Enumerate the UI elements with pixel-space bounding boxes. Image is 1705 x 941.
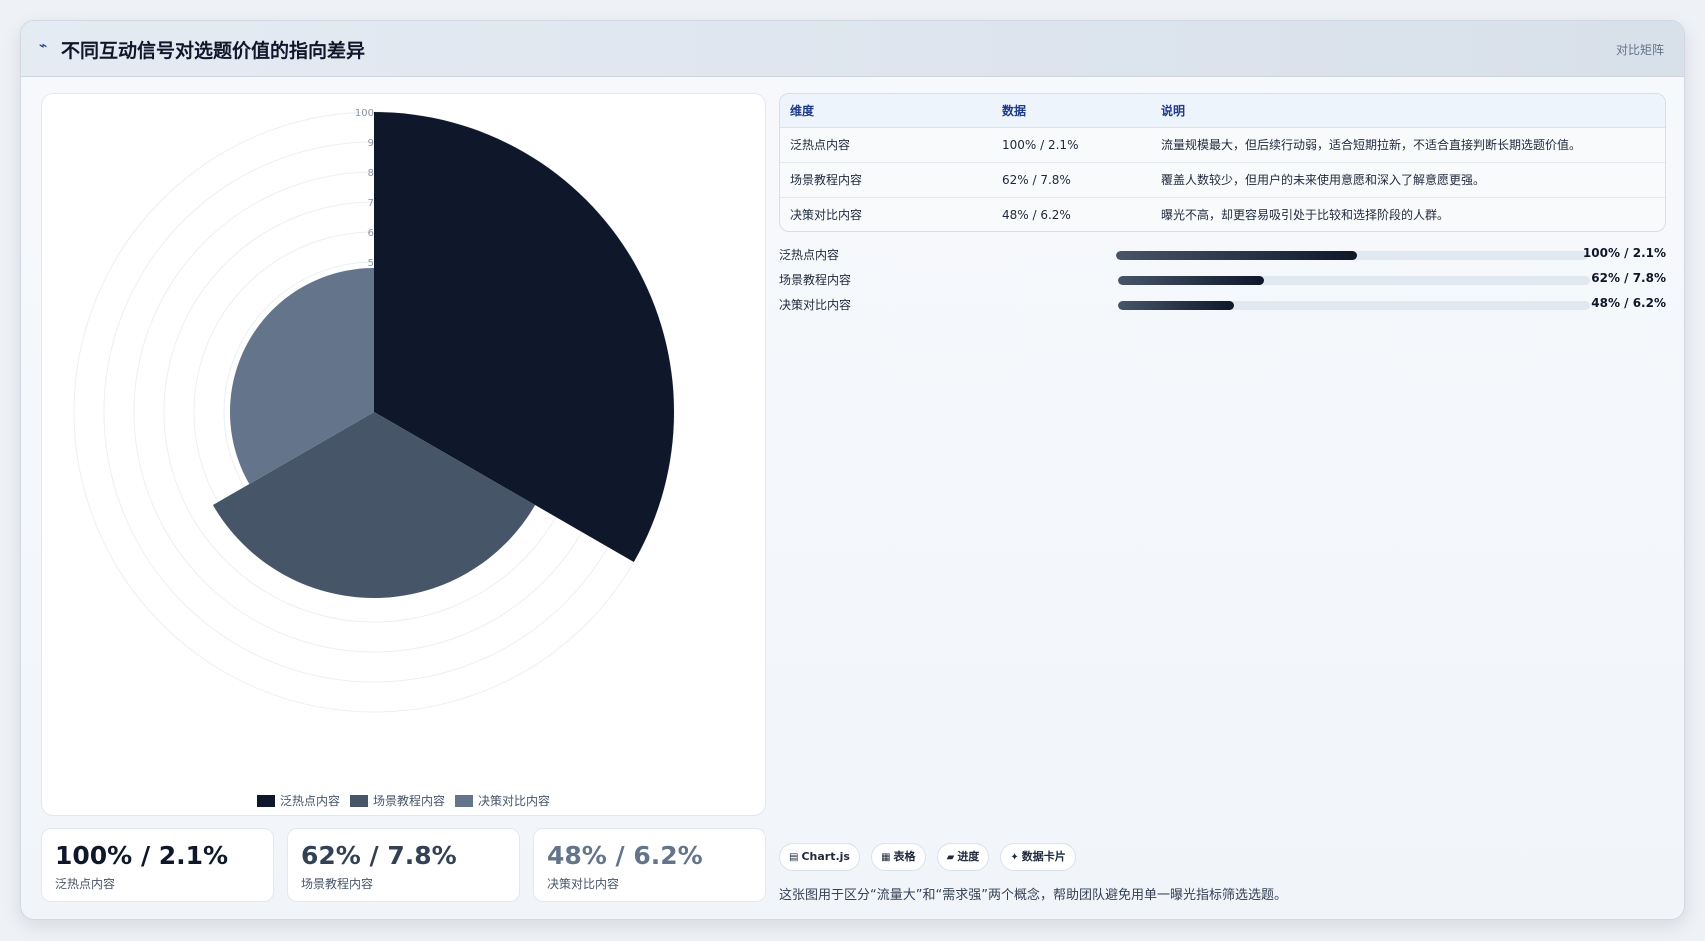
- table-cell: 62% / 7.8%: [992, 162, 1151, 198]
- table-cell: 泛热点内容: [780, 127, 992, 163]
- progress-fill: [1118, 301, 1234, 310]
- stat-card: 62% / 7.8% 场景教程内容: [287, 828, 520, 902]
- progress-row: 决策对比内容 48% / 6.2%: [779, 293, 1666, 318]
- stat-card: 100% / 2.1% 泛热点内容: [41, 828, 274, 902]
- polar-wedge-1[interactable]: [374, 112, 674, 562]
- progress-row: 泛热点内容 100% / 2.1%: [779, 243, 1666, 268]
- table-header-row: 维度 数据 说明: [780, 94, 1665, 128]
- table-cell: 决策对比内容: [790, 208, 863, 223]
- table-cell: 48% / 6.2%: [1002, 207, 1071, 222]
- progress-value: 48% / 6.2%: [1591, 296, 1666, 310]
- progress-value: 100% / 2.1%: [1582, 246, 1666, 260]
- stat-label: 泛热点内容: [55, 877, 116, 891]
- chip-table[interactable]: ▦ 表格: [871, 843, 926, 871]
- stat-label: 决策对比内容: [547, 877, 620, 891]
- column-header: 维度: [780, 94, 992, 128]
- legend-swatch: [256, 795, 275, 807]
- legend-item[interactable]: 场景教程内容: [349, 792, 445, 809]
- polar-wedge-3[interactable]: [230, 268, 374, 484]
- legend-label: 泛热点内容: [279, 794, 340, 808]
- progress-track: [1116, 251, 1588, 260]
- stat-cards: 100% / 2.1% 泛热点内容 62% / 7.8% 场景教程内容 48% …: [41, 828, 766, 902]
- column-header: 说明: [1151, 94, 1665, 128]
- chip-label: Chart.js: [801, 850, 850, 863]
- table-row: 决策对比内容 48% / 6.2% 曝光不高，却更容易吸引处于比较和选择阶段的人…: [780, 197, 1665, 231]
- table-cell: 流量规模最大，但后续行动弱，适合短期拉新，不适合直接判断长期选题价值。: [1151, 127, 1665, 163]
- pulse-icon: ⌁: [39, 38, 48, 54]
- progress-label: 泛热点内容: [779, 248, 840, 262]
- radial-tick-label: 8: [368, 168, 374, 179]
- sparkle-icon: ✦: [1010, 852, 1019, 863]
- progress-label: 场景教程内容: [779, 273, 852, 287]
- progress-row: 场景教程内容 62% / 7.8%: [779, 268, 1666, 293]
- footnote: 这张图用于区分“流量大”和“需求强”两个概念，帮助团队避免用单一曝光指标筛选选题…: [779, 888, 1287, 903]
- stat-value: 62% / 7.8%: [301, 841, 457, 870]
- table-icon: ▦: [881, 852, 891, 863]
- polar-wedge-2[interactable]: [212, 412, 536, 598]
- page-title: 不同互动信号对选题价值的指向差异: [61, 40, 366, 62]
- progress-track: [1118, 276, 1590, 285]
- radial-tick-label: 7: [368, 198, 374, 209]
- stat-label: 场景教程内容: [301, 877, 374, 891]
- progress-list: 泛热点内容 100% / 2.1% 场景教程内容 62% / 7.8% 决策对比…: [779, 243, 1666, 318]
- stat-value: 48% / 6.2%: [547, 841, 703, 870]
- table-row: 场景教程内容 62% / 7.8% 覆盖人数较少，但用户的未来使用意愿和深入了解…: [780, 162, 1665, 198]
- stat-value: 100% / 2.1%: [55, 841, 229, 870]
- legend-item[interactable]: 泛热点内容: [256, 792, 340, 809]
- main-card: ⌁ 不同互动信号对选题价值的指向差异 对比矩阵 5 6 7 8 9 100 泛热点内容 场景…: [20, 20, 1685, 920]
- radial-tick-label: 100: [355, 108, 374, 119]
- table-cell: 100% / 2.1%: [992, 127, 1151, 163]
- progress-value: 62% / 7.8%: [1591, 271, 1666, 285]
- column-header: 数据: [992, 94, 1151, 128]
- radial-tick-label: 9: [368, 138, 374, 149]
- polar-area-chart: 5 6 7 8 9 100: [73, 108, 675, 713]
- legend-label: 决策对比内容: [478, 794, 551, 808]
- chip-progress[interactable]: ▰ 进度: [936, 843, 990, 871]
- chip-label: 表格: [893, 850, 916, 863]
- table-cell: 覆盖人数较少，但用户的未来使用意愿和深入了解意愿更强。: [1151, 162, 1665, 198]
- chart-panel: 5 6 7 8 9 100 泛热点内容 场景教程内容 决策对比内容: [41, 93, 766, 816]
- progress-track: [1118, 301, 1590, 310]
- chart-legend: 泛热点内容 场景教程内容 决策对比内容: [42, 792, 765, 809]
- legend-label: 场景教程内容: [372, 794, 445, 808]
- progress-icon: ▰: [946, 852, 955, 863]
- feature-chips: ▤ Chart.js ▦ 表格 ▰ 进度 ✦ 数据卡片: [779, 843, 1082, 871]
- table-cell: 场景教程内容: [780, 162, 992, 198]
- table-cell: 曝光不高，却更容易吸引处于比较和选择阶段的人群。: [1161, 208, 1450, 223]
- chip-label: 数据卡片: [1021, 850, 1066, 863]
- progress-fill: [1116, 251, 1357, 260]
- progress-fill: [1118, 276, 1265, 285]
- table-row: 泛热点内容 100% / 2.1% 流量规模最大，但后续行动弱，适合短期拉新，不…: [780, 127, 1665, 163]
- radial-tick-label: 6: [368, 228, 374, 239]
- legend-swatch: [349, 795, 368, 807]
- legend-swatch: [455, 795, 473, 807]
- chip-chartjs[interactable]: ▤ Chart.js: [779, 843, 860, 871]
- progress-label: 决策对比内容: [779, 298, 852, 312]
- chart-icon: ▤: [789, 852, 799, 863]
- legend-item[interactable]: 决策对比内容: [455, 792, 550, 809]
- comparison-table: 维度 数据 说明 泛热点内容 100% / 2.1% 流量规模最大，但后续行动弱…: [779, 93, 1666, 232]
- radial-tick-label: 5: [368, 258, 374, 269]
- header: ⌁ 不同互动信号对选题价值的指向差异 对比矩阵: [21, 21, 1684, 77]
- header-tag: 对比矩阵: [1615, 43, 1664, 57]
- stat-card: 48% / 6.2% 决策对比内容: [533, 828, 766, 902]
- chip-label: 进度: [957, 850, 980, 863]
- chip-data-cards[interactable]: ✦ 数据卡片: [1000, 843, 1076, 871]
